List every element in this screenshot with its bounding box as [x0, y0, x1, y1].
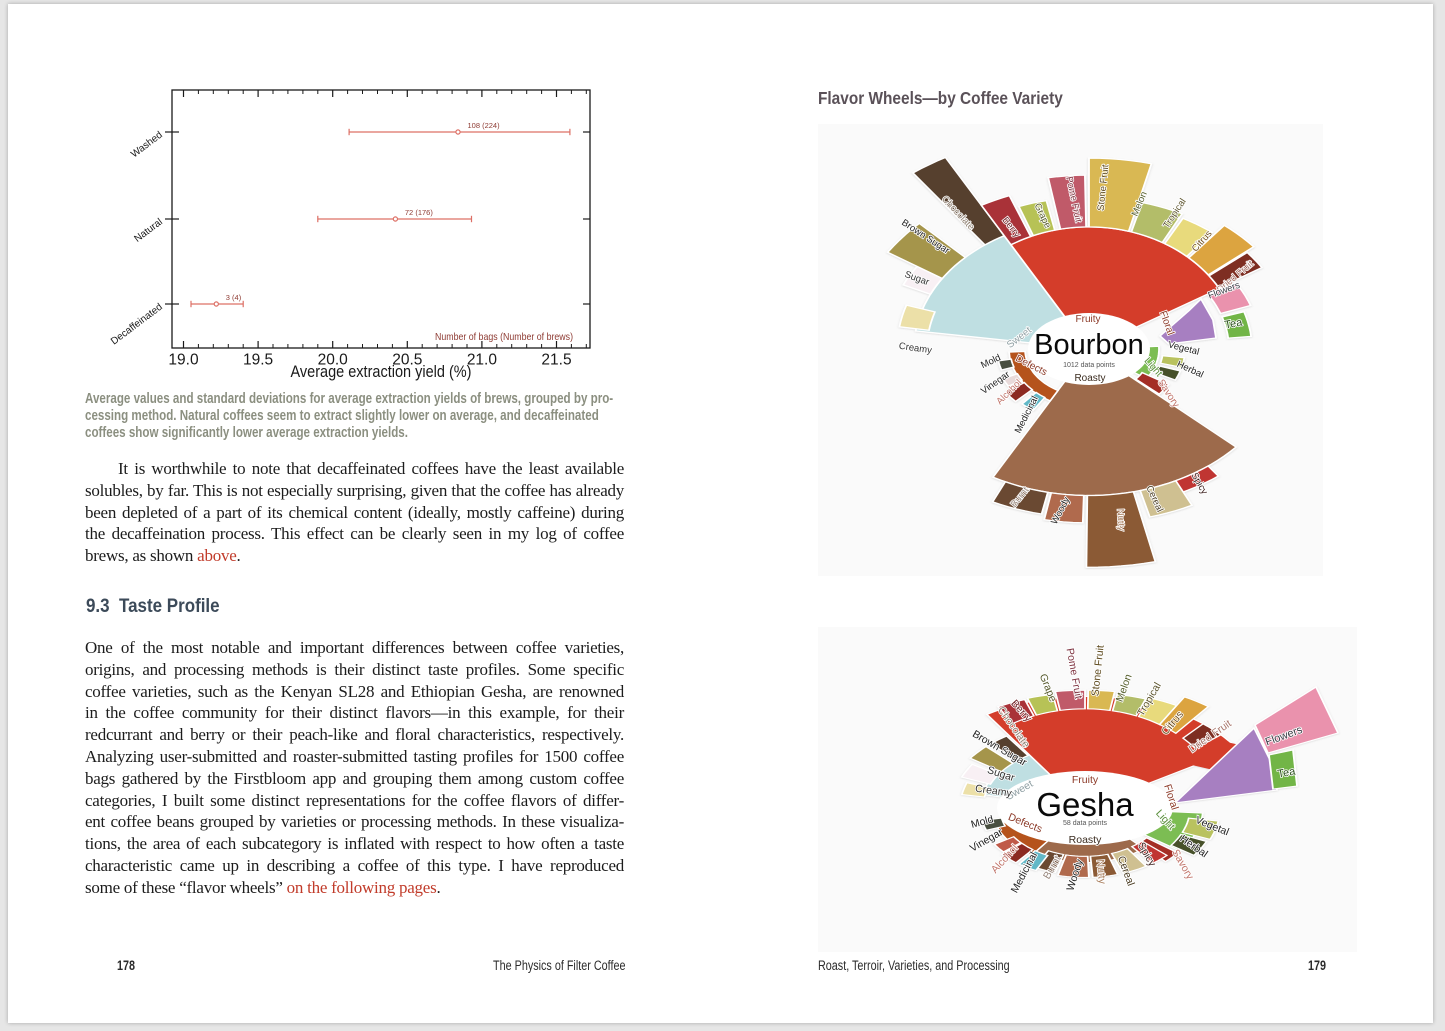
svg-text:Herbal: Herbal	[1175, 359, 1205, 381]
svg-text:Gesha: Gesha	[1036, 786, 1134, 823]
svg-text:Tea: Tea	[1224, 316, 1244, 331]
svg-text:72 (176): 72 (176)	[405, 208, 433, 217]
svg-text:Nutty: Nutty	[1094, 859, 1108, 885]
svg-text:21.5: 21.5	[541, 352, 571, 369]
svg-text:Vegetal: Vegetal	[1167, 339, 1200, 357]
svg-text:Number of bags (Number of brew: Number of bags (Number of brews)	[435, 331, 573, 343]
svg-text:Bourbon: Bourbon	[1034, 329, 1144, 361]
svg-text:Fruity: Fruity	[1072, 774, 1099, 786]
svg-text:Natural: Natural	[132, 217, 164, 245]
svg-text:Roasty: Roasty	[1074, 373, 1105, 384]
svg-text:Average extraction yield (%): Average extraction yield (%)	[291, 362, 472, 381]
svg-text:Washed: Washed	[129, 130, 165, 161]
svg-text:Creamy: Creamy	[898, 341, 933, 357]
svg-text:Decaffeinated: Decaffeinated	[109, 302, 165, 348]
svg-text:20.0: 20.0	[318, 352, 349, 369]
svg-text:108 (224): 108 (224)	[468, 121, 501, 130]
svg-text:Fruity: Fruity	[1076, 314, 1101, 325]
svg-text:Stone Fruit: Stone Fruit	[1089, 644, 1106, 696]
svg-text:19.5: 19.5	[243, 352, 273, 369]
svg-text:Floral: Floral	[1157, 310, 1176, 337]
svg-text:21.0: 21.0	[467, 352, 498, 369]
svg-text:3 (4): 3 (4)	[226, 293, 242, 302]
svg-text:Tea: Tea	[1277, 765, 1297, 780]
svg-text:Nutty: Nutty	[1114, 509, 1126, 532]
svg-text:58 data points: 58 data points	[1063, 820, 1107, 827]
svg-text:Mold: Mold	[979, 352, 1002, 371]
svg-text:20.5: 20.5	[392, 352, 422, 369]
svg-text:1012 data points: 1012 data points	[1063, 362, 1115, 369]
svg-text:Roasty: Roasty	[1069, 834, 1102, 846]
svg-text:19.0: 19.0	[168, 352, 199, 369]
